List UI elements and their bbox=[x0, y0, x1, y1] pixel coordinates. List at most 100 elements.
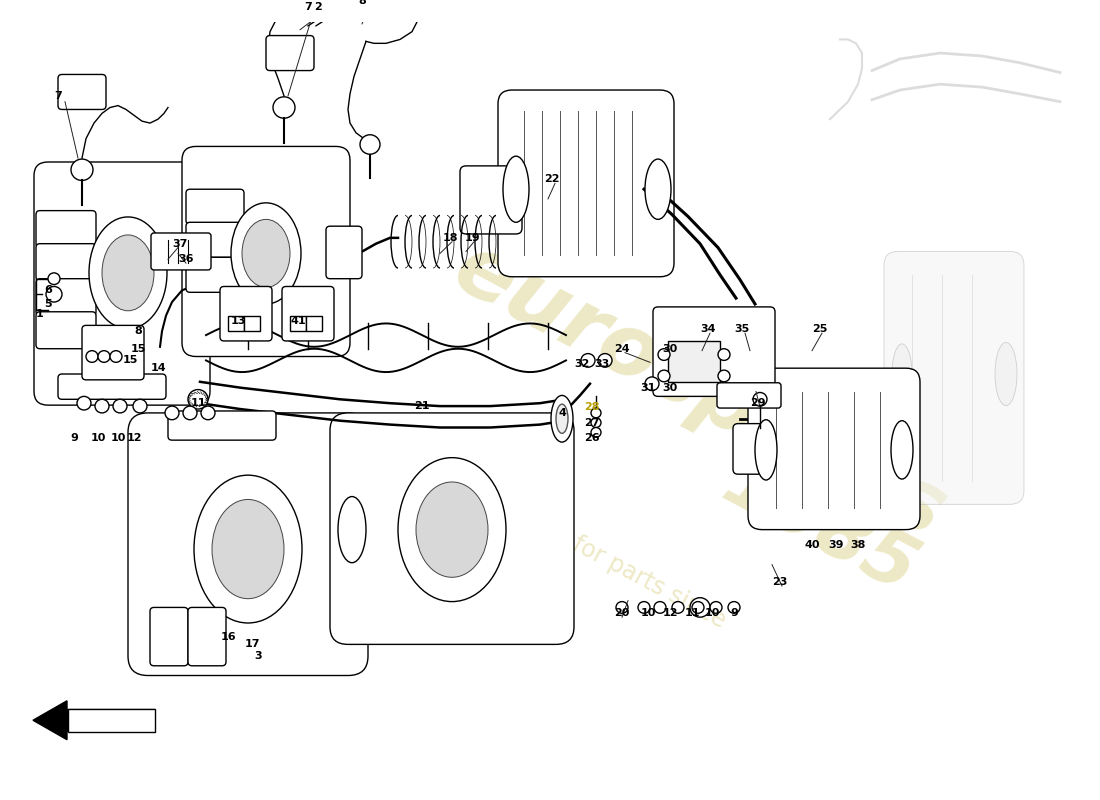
Circle shape bbox=[95, 399, 109, 413]
FancyBboxPatch shape bbox=[188, 607, 226, 666]
Circle shape bbox=[638, 602, 650, 614]
FancyBboxPatch shape bbox=[150, 607, 188, 666]
Text: 15: 15 bbox=[122, 355, 138, 366]
FancyBboxPatch shape bbox=[282, 286, 334, 341]
Text: 27: 27 bbox=[584, 418, 600, 428]
Circle shape bbox=[113, 399, 127, 413]
Circle shape bbox=[360, 134, 379, 154]
Bar bbox=[290, 316, 306, 331]
FancyBboxPatch shape bbox=[884, 251, 1024, 504]
Text: 1985: 1985 bbox=[711, 446, 930, 609]
Text: 7: 7 bbox=[304, 2, 312, 12]
Circle shape bbox=[658, 349, 670, 360]
Bar bbox=[228, 316, 244, 331]
Circle shape bbox=[672, 602, 684, 614]
Text: 10: 10 bbox=[640, 608, 656, 618]
FancyBboxPatch shape bbox=[182, 146, 350, 357]
Circle shape bbox=[72, 159, 94, 181]
FancyBboxPatch shape bbox=[34, 162, 210, 405]
Ellipse shape bbox=[212, 499, 284, 598]
FancyBboxPatch shape bbox=[36, 278, 96, 316]
Circle shape bbox=[654, 602, 666, 614]
Bar bbox=[668, 341, 720, 382]
Circle shape bbox=[581, 354, 595, 367]
Circle shape bbox=[718, 349, 730, 360]
Circle shape bbox=[110, 350, 122, 362]
FancyBboxPatch shape bbox=[36, 312, 96, 349]
Text: 5: 5 bbox=[44, 299, 52, 309]
FancyBboxPatch shape bbox=[733, 424, 773, 474]
Text: 37: 37 bbox=[173, 238, 188, 249]
Text: 10: 10 bbox=[110, 434, 125, 443]
FancyBboxPatch shape bbox=[460, 166, 522, 234]
Text: 8: 8 bbox=[359, 0, 366, 6]
FancyBboxPatch shape bbox=[748, 368, 920, 530]
Bar bbox=[244, 316, 260, 331]
Ellipse shape bbox=[755, 420, 777, 480]
Text: 31: 31 bbox=[640, 382, 656, 393]
FancyBboxPatch shape bbox=[36, 210, 96, 247]
Text: 9: 9 bbox=[730, 608, 738, 618]
FancyBboxPatch shape bbox=[186, 190, 244, 224]
Ellipse shape bbox=[892, 344, 912, 404]
FancyBboxPatch shape bbox=[186, 222, 244, 258]
Ellipse shape bbox=[996, 342, 1018, 406]
Ellipse shape bbox=[645, 159, 671, 219]
Circle shape bbox=[616, 602, 628, 614]
Ellipse shape bbox=[89, 217, 167, 329]
FancyBboxPatch shape bbox=[330, 413, 574, 644]
Text: 12: 12 bbox=[126, 434, 142, 443]
Text: 30: 30 bbox=[662, 344, 678, 354]
Text: 36: 36 bbox=[178, 254, 194, 264]
Bar bbox=[306, 316, 322, 331]
Text: 17: 17 bbox=[244, 639, 260, 650]
Circle shape bbox=[201, 406, 214, 420]
FancyBboxPatch shape bbox=[58, 374, 166, 399]
Text: 41: 41 bbox=[290, 317, 306, 326]
FancyBboxPatch shape bbox=[168, 411, 276, 440]
Text: open for parts since: open for parts since bbox=[510, 501, 730, 633]
Text: 26: 26 bbox=[584, 434, 600, 443]
Circle shape bbox=[188, 390, 208, 409]
Text: 16: 16 bbox=[220, 632, 235, 642]
Ellipse shape bbox=[556, 404, 568, 434]
FancyBboxPatch shape bbox=[266, 35, 314, 70]
Text: 40: 40 bbox=[804, 540, 820, 550]
FancyBboxPatch shape bbox=[498, 90, 674, 277]
Circle shape bbox=[165, 406, 179, 420]
Circle shape bbox=[591, 408, 601, 418]
Text: 11: 11 bbox=[190, 398, 206, 408]
FancyBboxPatch shape bbox=[220, 286, 272, 341]
Circle shape bbox=[86, 350, 98, 362]
Circle shape bbox=[46, 286, 62, 302]
Ellipse shape bbox=[338, 497, 366, 562]
Ellipse shape bbox=[194, 475, 302, 623]
FancyBboxPatch shape bbox=[58, 74, 106, 110]
FancyArrow shape bbox=[33, 701, 155, 740]
FancyBboxPatch shape bbox=[151, 233, 211, 270]
Text: 32: 32 bbox=[574, 359, 590, 370]
Text: 4: 4 bbox=[558, 408, 565, 418]
Circle shape bbox=[48, 273, 60, 285]
Circle shape bbox=[690, 598, 710, 617]
Circle shape bbox=[273, 97, 295, 118]
Circle shape bbox=[718, 370, 730, 382]
Text: 33: 33 bbox=[594, 359, 609, 370]
Text: 21: 21 bbox=[415, 401, 430, 411]
Ellipse shape bbox=[102, 235, 154, 310]
Circle shape bbox=[591, 418, 601, 427]
Text: 2: 2 bbox=[315, 2, 322, 12]
Ellipse shape bbox=[242, 219, 290, 287]
Text: eurospares: eurospares bbox=[440, 227, 960, 556]
Text: 10: 10 bbox=[90, 434, 106, 443]
Ellipse shape bbox=[398, 458, 506, 602]
FancyBboxPatch shape bbox=[128, 413, 369, 675]
Text: 11: 11 bbox=[684, 608, 700, 618]
Circle shape bbox=[77, 396, 91, 410]
Text: 12: 12 bbox=[662, 608, 678, 618]
Ellipse shape bbox=[503, 156, 529, 222]
Circle shape bbox=[591, 427, 601, 438]
Text: 25: 25 bbox=[812, 324, 827, 334]
Circle shape bbox=[133, 399, 147, 413]
FancyBboxPatch shape bbox=[186, 258, 244, 292]
